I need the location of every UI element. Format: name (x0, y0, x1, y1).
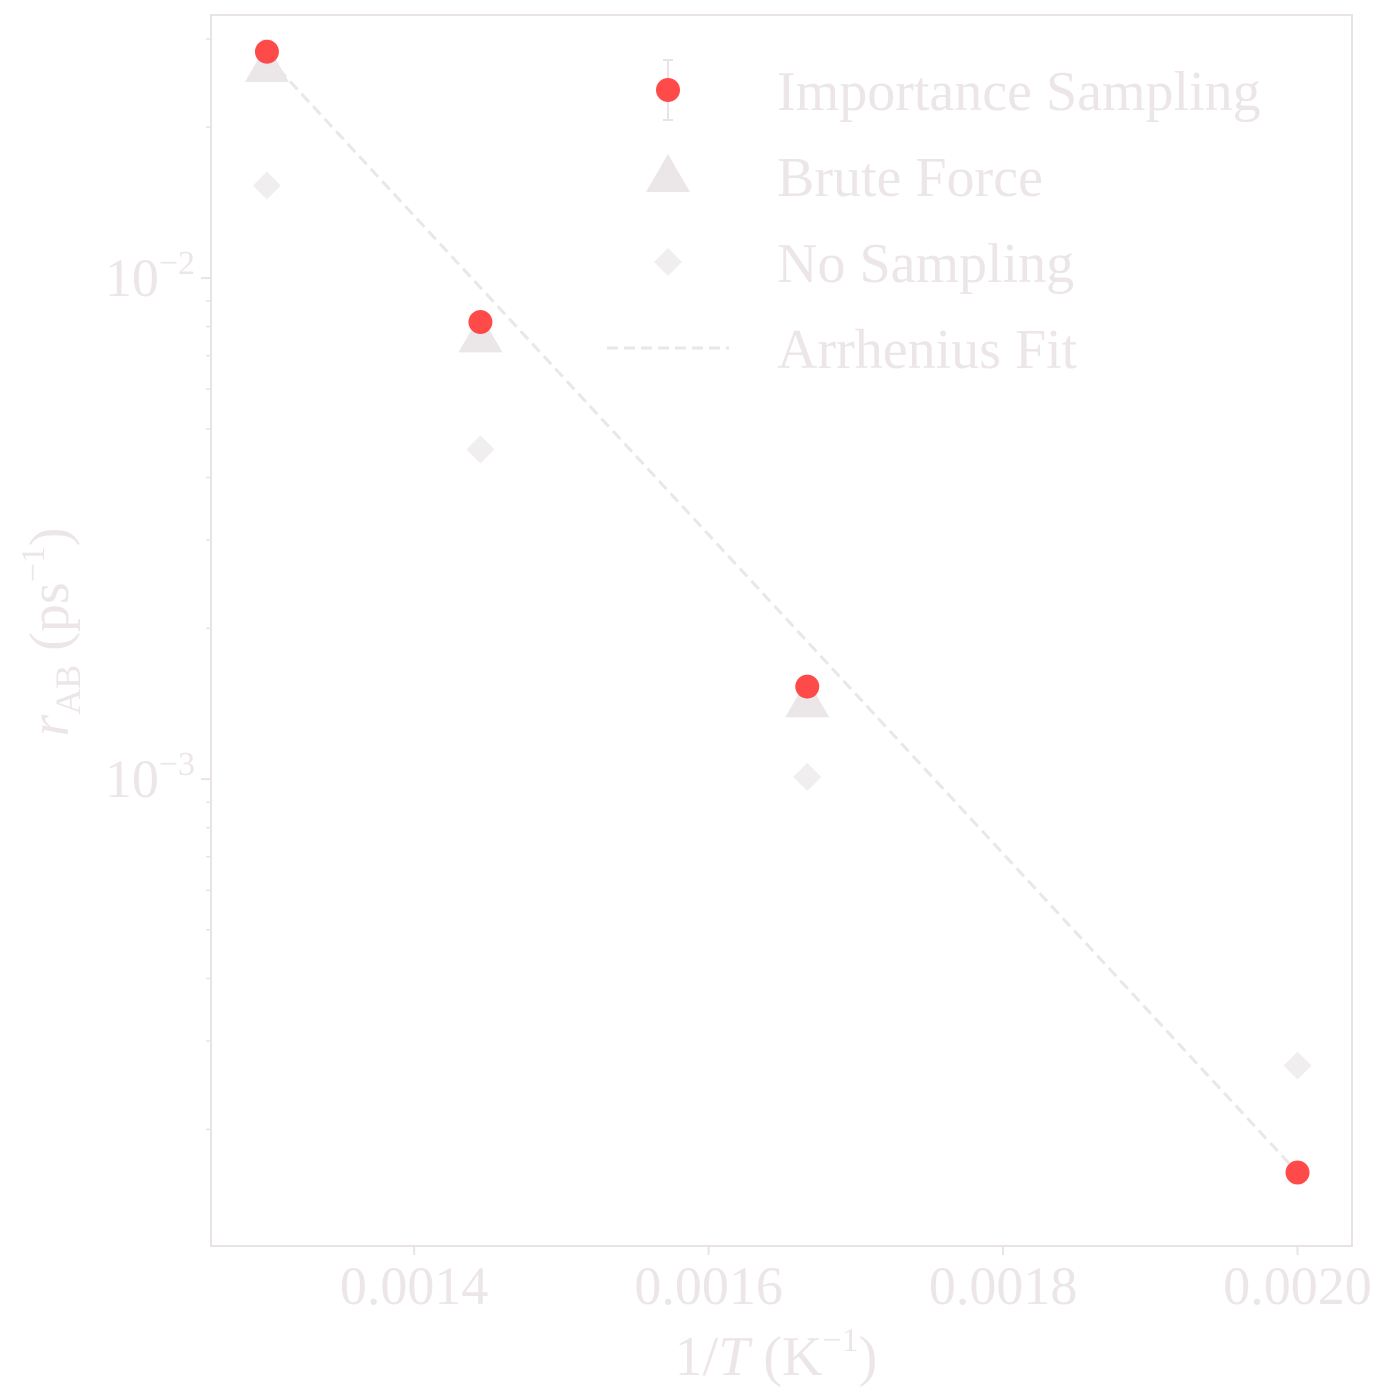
y-tick-label-base: 10 (105, 749, 159, 809)
no-sampling-point (252, 171, 281, 200)
x-tick-layer: 0.0014 0.0016 0.0018 0.0020 (340, 1246, 1372, 1316)
importance-sampling-point (1285, 1160, 1310, 1185)
x-axis-label-close: ) (859, 1326, 878, 1388)
legend-item: Importance Sampling (656, 59, 1261, 123)
error-bar-layer (261, 39, 1303, 1185)
x-tick-label: 0.0018 (929, 1256, 1078, 1316)
legend-item: Arrhenius Fit (607, 319, 1078, 381)
no-sampling-point (466, 435, 495, 464)
y-tick-layer: 10−210−3 (105, 38, 211, 1131)
legend-item: No Sampling (654, 233, 1074, 295)
brute-force-layer (244, 44, 830, 718)
x-axis-label-prefix: 1/ (675, 1326, 719, 1388)
legend-circle-icon (656, 78, 680, 102)
x-tick-label: 0.0020 (1223, 1256, 1372, 1316)
x-axis-label-variable: T (718, 1326, 753, 1388)
legend-triangle-icon (646, 154, 690, 192)
legend-label: Importance Sampling (777, 61, 1261, 123)
legend-item: Brute Force (646, 147, 1043, 209)
plot-frame (210, 14, 1353, 1247)
importance-sampling-point (468, 310, 493, 335)
y-axis-label-close: ) (19, 527, 81, 546)
no-sampling-point (1283, 1051, 1312, 1080)
x-tick-label: 0.0014 (340, 1256, 489, 1316)
y-axis-label-subscript: AB (48, 665, 88, 715)
arrhenius-fit-line (265, 55, 1299, 1174)
legend-label: Brute Force (777, 147, 1043, 209)
importance-sampling-point (254, 39, 279, 64)
legend-label: Arrhenius Fit (777, 319, 1078, 381)
y-axis-label-exponent: −1 (15, 546, 52, 582)
importance-sampling-point (795, 674, 820, 699)
y-tick-label: 10−2 (105, 245, 195, 308)
y-tick-label: 10−3 (105, 746, 195, 809)
x-axis-label: 1/T (K−1) (675, 1322, 878, 1388)
legend-diamond-icon (654, 248, 682, 276)
y-tick-label-exponent: −2 (159, 245, 195, 282)
y-tick-label-exponent: −3 (159, 746, 195, 783)
y-tick-label-base: 10 (105, 248, 159, 308)
no-sampling-layer (252, 171, 1312, 1080)
x-axis-label-unit: (K (749, 1326, 822, 1388)
no-sampling-point (793, 762, 822, 791)
y-axis-label-unit: (ps (19, 582, 81, 664)
importance-sampling-layer (254, 39, 1310, 1185)
x-axis-label-exponent: −1 (822, 1322, 858, 1359)
legend-label: No Sampling (777, 233, 1074, 295)
arrhenius-fit-layer (265, 55, 1299, 1174)
y-axis-label: rAB (ps−1) (15, 527, 88, 736)
legend: Importance Sampling Brute Force No Samplin… (607, 59, 1261, 381)
x-tick-label: 0.0016 (634, 1256, 783, 1316)
y-axis-label-variable: r (19, 715, 81, 737)
